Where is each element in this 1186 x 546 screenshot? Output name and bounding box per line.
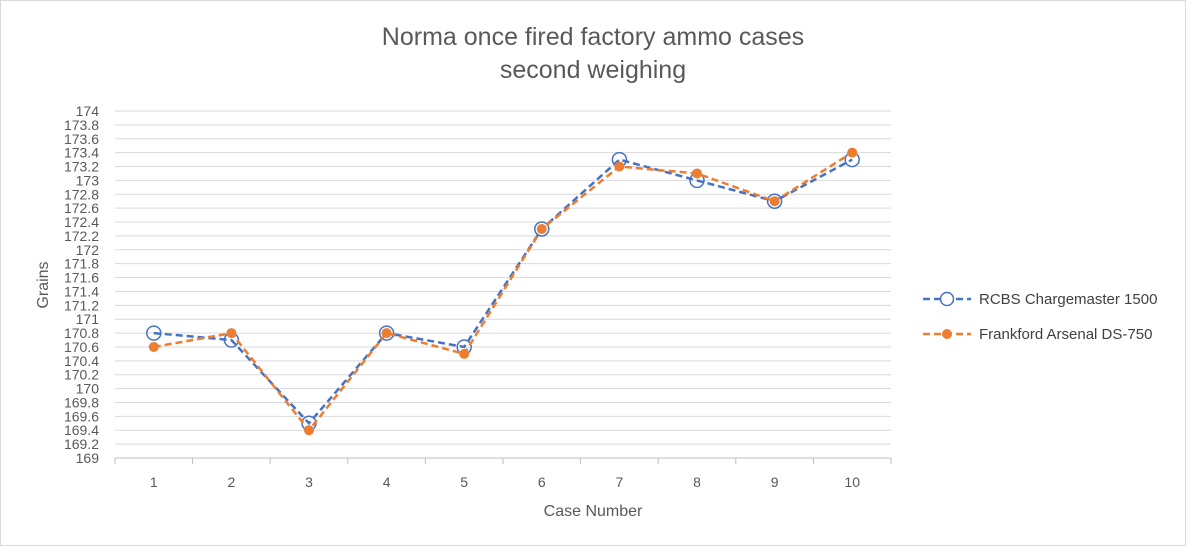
- y-tick-label: 173: [76, 172, 100, 188]
- y-tick-label: 174: [76, 103, 100, 119]
- y-tick-label: 173.4: [64, 145, 99, 161]
- y-tick-label: 169.6: [64, 408, 99, 424]
- data-point: [769, 196, 780, 207]
- y-tick-label: 169.2: [64, 436, 99, 452]
- x-tick-label: 8: [693, 474, 701, 490]
- x-tick-label: 9: [771, 474, 779, 490]
- y-tick-label: 172.4: [64, 214, 99, 230]
- y-tick-label: 172.8: [64, 186, 99, 202]
- y-tick-label: 173.2: [64, 159, 99, 175]
- y-tick-label: 172.6: [64, 200, 99, 216]
- x-tick-label: 4: [383, 474, 391, 490]
- data-point: [847, 147, 858, 158]
- y-tick-label: 170.8: [64, 325, 99, 341]
- legend-label-1: RCBS Chargemaster 1500: [979, 291, 1157, 308]
- y-tick-label: 170: [76, 381, 100, 397]
- y-tick-label: 172.2: [64, 228, 99, 244]
- x-tick-label: 5: [460, 474, 468, 490]
- legend-marker-2: [942, 329, 952, 339]
- y-tick-label: 170.4: [64, 353, 99, 369]
- gridlines: [115, 110, 891, 445]
- series-line-1: [153, 158, 853, 426]
- legend: RCBS Chargemaster 1500 Frankford Arsenal …: [923, 291, 1157, 343]
- y-tick-label: 170.6: [64, 339, 99, 355]
- legend-marker-1: [939, 291, 955, 307]
- y-tick-label: 171.2: [64, 297, 99, 313]
- y-tick-label: 171: [76, 311, 100, 327]
- y-tick-label: 170.2: [64, 367, 99, 383]
- data-point: [381, 328, 392, 339]
- y-axis-ticks: 169169.2169.4169.6169.8170170.2170.4170.…: [64, 103, 99, 466]
- data-point: [692, 168, 702, 179]
- data-point: [534, 221, 550, 237]
- y-axis-label: Grains: [35, 261, 52, 308]
- x-axis: 1 2 3 4 5 6 7 8 9 10: [114, 457, 892, 490]
- data-point: [766, 193, 783, 209]
- y-tick-label: 173.8: [64, 117, 99, 133]
- series-group: [146, 147, 860, 436]
- y-tick-label: 171.6: [64, 270, 99, 286]
- y-tick-label: 171.8: [64, 256, 99, 272]
- data-point: [536, 223, 547, 234]
- y-tick-label: 169.4: [64, 422, 99, 438]
- x-tick-label: 6: [538, 474, 546, 490]
- data-point: [226, 328, 237, 339]
- y-tick-label: 171.4: [64, 283, 99, 299]
- chart-title-line-1: Norma once fired factory ammo cases: [382, 23, 804, 51]
- y-tick-label: 172: [76, 242, 100, 258]
- data-point: [459, 348, 470, 359]
- data-point: [148, 341, 159, 352]
- y-tick-label: 169.8: [64, 394, 99, 410]
- x-tick-label: 3: [305, 474, 313, 490]
- x-tick-label: 7: [616, 474, 624, 490]
- y-tick-label: 169: [76, 450, 100, 466]
- x-tick-label: 1: [150, 474, 158, 490]
- x-tick-label: 10: [844, 474, 860, 490]
- x-tick-label: 2: [228, 474, 236, 490]
- legend-label-2: Frankford Arsenal DS-750: [979, 326, 1152, 343]
- chart-title-line-2: second weighing: [500, 56, 686, 84]
- data-point: [146, 325, 162, 341]
- series-line-2: [153, 151, 853, 433]
- data-point: [614, 161, 625, 172]
- y-tick-label: 173.6: [64, 131, 99, 147]
- data-point: [304, 425, 314, 436]
- x-axis-label: Case Number: [544, 503, 643, 520]
- data-point: [378, 325, 395, 341]
